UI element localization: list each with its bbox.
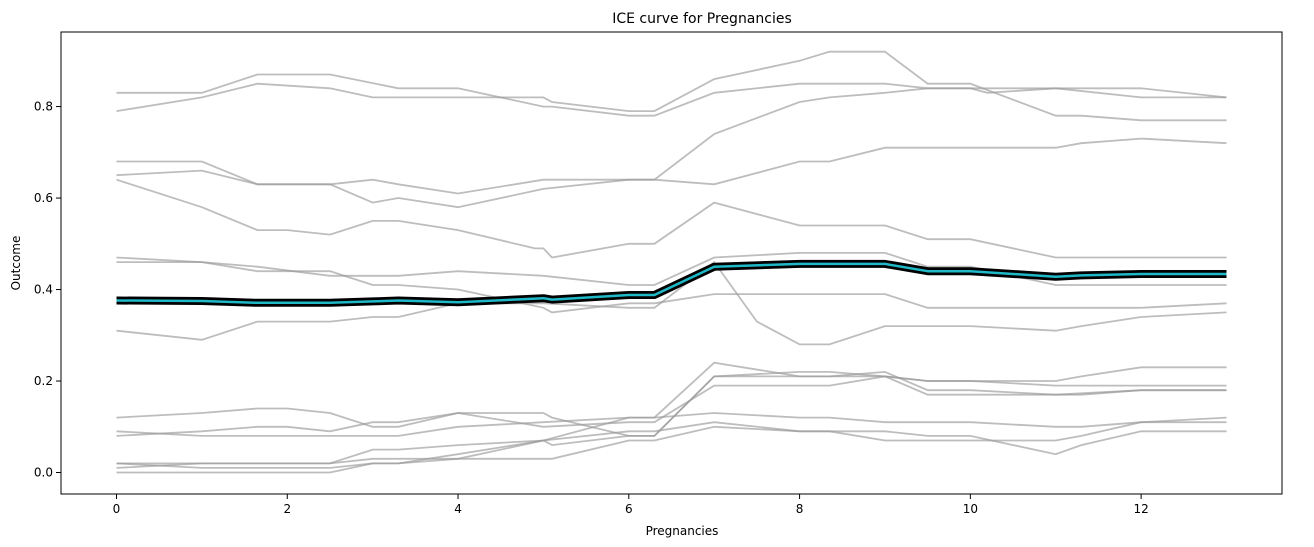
x-tick-label: 8 xyxy=(796,502,804,516)
ice-line-10 xyxy=(116,361,1227,437)
y-tick-label: 0.8 xyxy=(34,100,53,114)
ice-line-13 xyxy=(116,412,1227,469)
ice-line-4 xyxy=(116,137,1227,195)
ice-line-2 xyxy=(116,73,1227,117)
pdp-line xyxy=(116,262,1227,305)
y-tick-label: 0.6 xyxy=(34,191,53,205)
x-tick-label: 12 xyxy=(1133,502,1148,516)
pdp-curve xyxy=(116,259,1227,307)
ice-line-7 xyxy=(116,261,1227,314)
x-tick-label: 10 xyxy=(963,502,978,516)
x-tick-label: 0 xyxy=(113,502,121,516)
ice-line-8 xyxy=(116,260,1227,346)
ice-curves xyxy=(116,50,1227,474)
x-axis-ticks: 0 2 4 6 8 10 12 xyxy=(113,494,1149,516)
x-axis-label: Pregnancies xyxy=(646,524,719,538)
y-tick-label: 0.2 xyxy=(34,374,53,388)
y-tick-label: 0.4 xyxy=(34,283,53,297)
x-tick-label: 4 xyxy=(454,502,462,516)
ice-line-11 xyxy=(116,375,1227,437)
ice-line-1 xyxy=(116,50,1227,122)
ice-line-5 xyxy=(116,178,1227,259)
ice-line-6 xyxy=(116,251,1227,286)
plot-area-frame xyxy=(60,31,1283,495)
x-tick-label: 6 xyxy=(625,502,633,516)
y-tick-label: 0.0 xyxy=(34,466,53,480)
ice-line-14 xyxy=(116,421,1227,469)
y-axis-ticks: 0.0 0.2 0.4 0.6 0.8 xyxy=(34,100,61,480)
ice-line-12 xyxy=(116,375,1227,465)
y-axis-label: Outcome xyxy=(9,236,23,291)
x-tick-label: 2 xyxy=(283,502,291,516)
ice-line-15 xyxy=(116,416,1227,474)
chart-title: ICE curve for Pregnancies xyxy=(612,11,792,27)
